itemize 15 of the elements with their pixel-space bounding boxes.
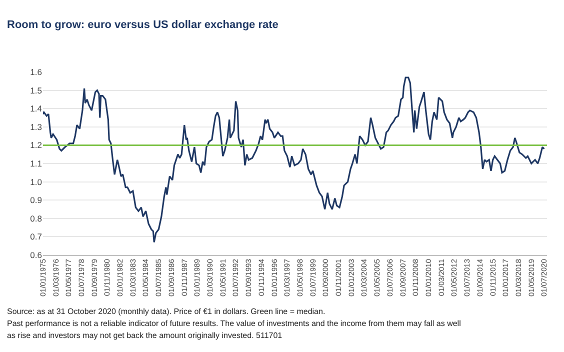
y-tick-label: 1.3 xyxy=(30,122,42,132)
y-tick-label: 1.6 xyxy=(30,66,42,77)
y-tick-label: 1.4 xyxy=(30,104,42,114)
y-tick-label: 0.6 xyxy=(30,250,42,260)
y-tick-label: 0.9 xyxy=(30,195,42,206)
line-series xyxy=(43,76,546,243)
y-tick-label: 1.1 xyxy=(30,158,42,168)
source-note: Source: as at 31 October 2020 (monthly data). Price of €1 in dollars. Green line = median. xyxy=(7,307,326,316)
y-tick-label: 1.5 xyxy=(30,85,42,96)
y-tick-label: 1.0 xyxy=(30,176,42,187)
chart-title: Room to grow: euro versus US dollar exchange rate xyxy=(7,19,278,31)
text: Past performance is not a reliable indicator of future results. The value of investments and the income from them may fall as well as rise and investors may not get back the amount originally invested. 511701 xyxy=(7,319,462,340)
y-tick-label: 0.8 xyxy=(30,213,42,224)
y-tick-label: 1.2 xyxy=(30,140,42,150)
y-tick-label: 0.7 xyxy=(30,232,42,242)
